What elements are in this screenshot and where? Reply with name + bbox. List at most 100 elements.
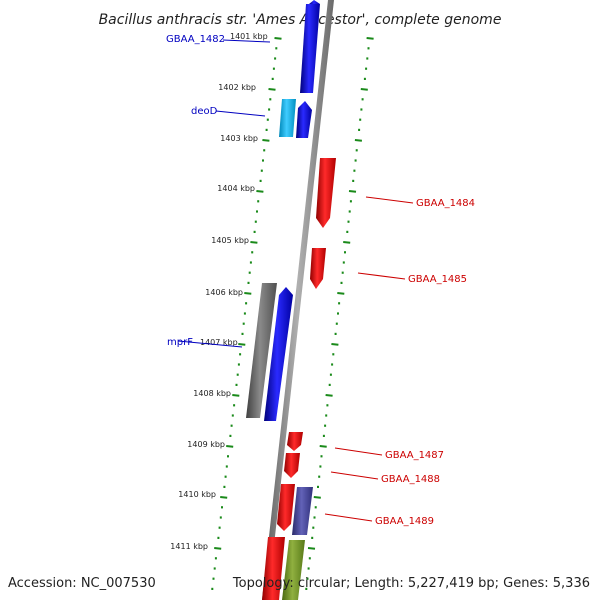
ring-dot	[235, 383, 238, 386]
ring-dot	[249, 261, 252, 264]
ring-dot	[344, 251, 346, 254]
gene-label-gbaa-1482[interactable]: GBAA_1482	[166, 34, 225, 45]
ring-dot	[243, 312, 246, 315]
ring-dot	[265, 128, 268, 131]
ring-dot	[314, 506, 317, 509]
gene-gbaa-1484[interactable]	[316, 158, 336, 228]
ring-dot	[223, 485, 226, 488]
ring-tick	[337, 292, 345, 295]
ring-tick	[331, 343, 339, 346]
ring-dot	[341, 271, 344, 274]
gene-label-gbaa-1489[interactable]: GBAA_1489	[375, 516, 434, 527]
ring-dot	[324, 424, 327, 427]
ring-dot	[326, 404, 329, 407]
ring-dot	[312, 526, 315, 529]
ring-dot	[263, 149, 266, 152]
gene-gbaa-1482[interactable]	[300, 4, 320, 93]
ring-dot	[245, 302, 248, 305]
ring-dot	[329, 373, 332, 376]
ring-dot	[221, 506, 223, 509]
gene-label-gbaa-1485[interactable]: GBAA_1485	[408, 274, 467, 285]
gene-label-gbaa-1484[interactable]: GBAA_1484	[416, 198, 475, 209]
tick-label: 1403 kbp	[220, 134, 258, 143]
ring-dot	[334, 332, 337, 335]
ring-tick	[319, 445, 327, 448]
ring-dot	[275, 47, 278, 50]
ring-dot	[268, 108, 271, 111]
kbp-ruler: 1401 kbp 1402 kbp 1403 kbp 1404 kbp 1405…	[170, 32, 267, 551]
ring-dot	[311, 536, 314, 539]
gene-label-gbaa-1487[interactable]: GBAA_1487	[385, 450, 444, 461]
ring-dot	[363, 77, 366, 80]
gene-label-gbaa-1488[interactable]: GBAA_1488	[381, 474, 440, 485]
ring-dot	[367, 47, 370, 50]
ring-dot	[331, 363, 334, 366]
gene-gbaa-1488[interactable]	[284, 453, 300, 478]
gene-deod-arrow[interactable]	[296, 101, 312, 138]
ring-dot	[213, 567, 216, 570]
ring-dot	[318, 475, 321, 478]
ring-tick	[343, 241, 351, 244]
gene-gbaa-1489[interactable]	[277, 484, 295, 531]
ring-dot	[353, 169, 356, 172]
ring-tick	[256, 190, 264, 193]
ring-dot	[352, 179, 355, 182]
ring-tick	[313, 496, 321, 499]
ring-dot	[256, 210, 258, 213]
tick-label: 1405 kbp	[211, 236, 249, 245]
gene-label-deod[interactable]: deoD	[191, 106, 218, 117]
tick-label: 1411 kbp	[170, 542, 208, 551]
ring-dot	[230, 424, 233, 427]
gene-gbaa-1485[interactable]	[310, 248, 326, 289]
ring-dot	[262, 159, 264, 162]
ring-tick	[268, 88, 276, 91]
tick-label: 1401 kbp	[230, 32, 268, 41]
ring-dot	[212, 577, 215, 580]
ring-dot	[260, 169, 263, 172]
ring-dot	[325, 414, 328, 417]
gene-deod[interactable]	[279, 99, 296, 137]
ring-dot	[359, 118, 362, 121]
ring-dot	[319, 465, 322, 468]
ring-dot	[332, 353, 335, 356]
gene-olive[interactable]	[282, 540, 305, 600]
ring-dot	[338, 302, 341, 305]
ring-tick	[238, 343, 246, 346]
ring-dot	[241, 332, 244, 335]
gene-red-bottom[interactable]	[262, 537, 285, 600]
ring-tick	[366, 37, 374, 40]
ring-dot	[328, 383, 331, 386]
ring-dot	[320, 455, 323, 458]
outer-dotted-ring	[305, 37, 374, 590]
ring-tick	[348, 190, 357, 193]
ring-dot	[257, 200, 260, 203]
gene-gray[interactable]	[246, 283, 277, 418]
genome-stats-text: Topology: circular; Length: 5,227,419 bp…	[232, 576, 590, 591]
ring-dot	[271, 77, 274, 80]
ring-dot	[237, 363, 240, 366]
ring-dot	[347, 220, 350, 223]
ring-dot	[365, 67, 368, 70]
gene-forward-top[interactable]	[309, 0, 320, 4]
label-leaders	[177, 39, 414, 522]
ring-dot	[348, 210, 351, 213]
gene-gbaa-1487[interactable]	[287, 432, 303, 451]
ring-dot	[335, 322, 338, 325]
gene-gbaa-1489-partner[interactable]	[292, 487, 313, 535]
accession-text: Accession: NC_007530	[8, 576, 156, 591]
ring-dot	[361, 98, 364, 101]
ring-dot	[349, 200, 352, 203]
ring-dot	[218, 526, 221, 529]
gene-label-mprf[interactable]: mprF	[167, 337, 193, 348]
ring-dot	[236, 373, 239, 376]
ring-tick	[307, 547, 316, 550]
inner-dotted-ring	[211, 37, 282, 590]
ring-dot	[247, 281, 250, 284]
ring-tick	[354, 139, 363, 142]
ring-dot	[337, 312, 339, 315]
ring-tick	[214, 547, 222, 550]
ring-dot	[322, 434, 325, 437]
tick-label: 1407 kbp	[200, 338, 238, 347]
gene-mprf[interactable]	[264, 287, 293, 421]
